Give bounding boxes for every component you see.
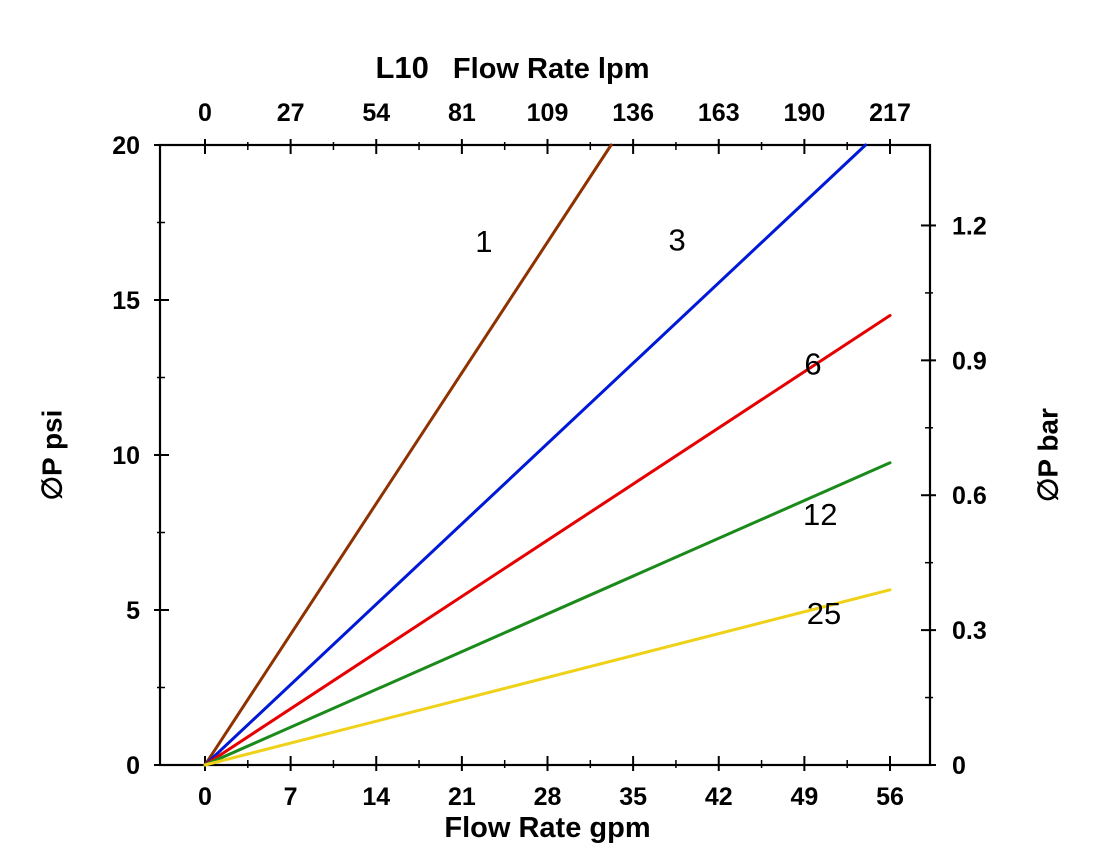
bottom-tick-label: 42 xyxy=(705,783,733,811)
series-line-25 xyxy=(203,588,892,767)
chart-title: L10 xyxy=(375,50,429,85)
right-tick-label: 0 xyxy=(952,752,966,780)
left-tick-label: 5 xyxy=(126,597,140,625)
right-tick-label: 0.6 xyxy=(952,482,987,510)
series-line-3 xyxy=(203,143,868,767)
left-tick-label: 20 xyxy=(112,132,140,160)
top-tick-label: 217 xyxy=(869,99,911,127)
bottom-tick-label: 28 xyxy=(534,783,562,811)
chart-heading: L10 Flow Rate lpm xyxy=(0,50,1095,86)
left-tick-label: 0 xyxy=(126,752,140,780)
bottom-tick-label: 14 xyxy=(362,783,390,811)
series-label-25: 25 xyxy=(807,596,841,631)
top-tick-label: 109 xyxy=(527,99,569,127)
bottom-tick-label: 7 xyxy=(284,783,298,811)
bottom-axis-label: Flow Rate gpm xyxy=(444,812,651,844)
series-line-12 xyxy=(203,461,892,767)
top-axis-label: Flow Rate lpm xyxy=(452,53,650,85)
series-line-1 xyxy=(203,143,613,767)
top-tick-label: 136 xyxy=(612,99,654,127)
series-label-12: 12 xyxy=(803,497,837,532)
top-tick-label: 54 xyxy=(362,99,390,127)
series-label-6: 6 xyxy=(804,346,821,381)
top-tick-label: 81 xyxy=(448,99,476,127)
top-tick-label: 190 xyxy=(784,99,826,127)
top-tick-label: 163 xyxy=(698,99,740,127)
left-tick-label: 15 xyxy=(112,287,140,315)
series-line-6 xyxy=(203,314,892,767)
right-tick-label: 0.9 xyxy=(952,347,987,375)
right-tick-label: 1.2 xyxy=(952,212,987,240)
series-label-1: 1 xyxy=(475,224,492,259)
left-tick-label: 10 xyxy=(112,442,140,470)
right-tick-label: 0.3 xyxy=(952,617,987,645)
bottom-tick-label: 35 xyxy=(619,783,647,811)
top-tick-label: 27 xyxy=(277,99,305,127)
bottom-tick-label: 0 xyxy=(198,783,212,811)
series-label-3: 3 xyxy=(669,222,686,257)
bottom-tick-label: 49 xyxy=(790,783,818,811)
bottom-tick-label: 21 xyxy=(448,783,476,811)
plot-box xyxy=(158,143,932,767)
bottom-tick-label: 56 xyxy=(876,783,904,811)
top-tick-label: 0 xyxy=(198,99,212,127)
